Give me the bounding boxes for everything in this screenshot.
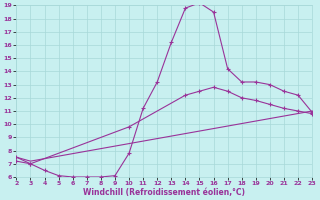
X-axis label: Windchill (Refroidissement éolien,°C): Windchill (Refroidissement éolien,°C) xyxy=(83,188,245,197)
